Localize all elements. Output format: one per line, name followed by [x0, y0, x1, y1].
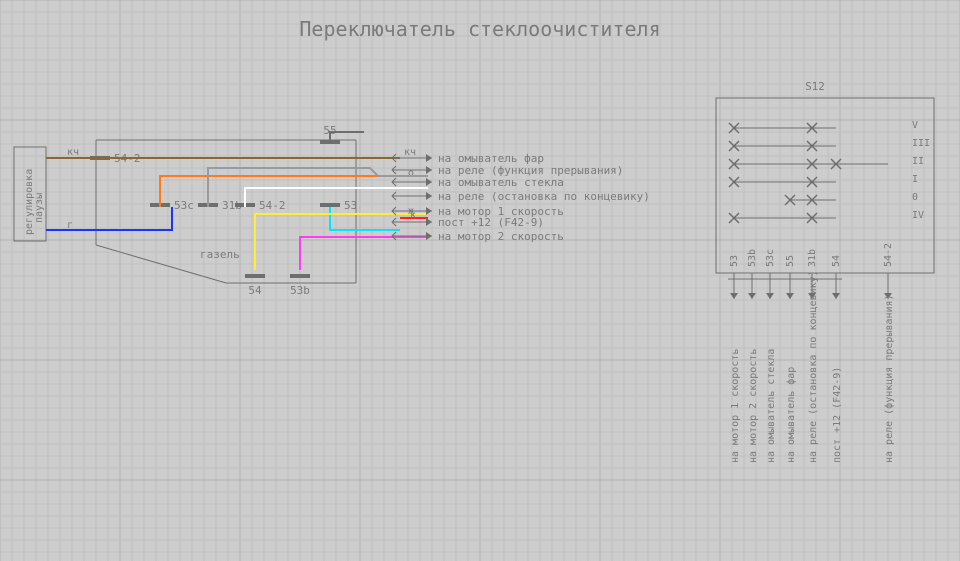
- s12-pin-label: 54: [831, 255, 842, 267]
- s12-pin-label: 53b: [747, 249, 758, 267]
- s12-roman: III: [912, 138, 930, 149]
- wire-tag: кч: [404, 147, 416, 158]
- out-label: на мотор 2 скорость: [438, 230, 564, 243]
- s12-pin-label: 53: [729, 255, 740, 267]
- wire-tag: кч: [67, 147, 79, 158]
- s12-roman: V: [912, 120, 918, 131]
- terminal-53: [320, 203, 340, 207]
- s12-roman: II: [912, 156, 924, 167]
- plug-label: газель: [200, 248, 240, 261]
- terminal-label: 54-2: [259, 199, 286, 212]
- s12-roman: 0: [912, 192, 918, 203]
- s12-pin-label: 54-2: [883, 243, 894, 267]
- out-label: пост +12 (F42-9): [438, 216, 544, 229]
- s12-col-label: на мотор 2 скорость: [748, 349, 759, 463]
- s12-col-label: на реле (функция прерывания): [883, 294, 895, 463]
- s12-col-label: на омыватель стекла: [766, 349, 777, 463]
- s12-title: S12: [805, 80, 825, 93]
- s12-col-label: пост +12 (F42-9): [832, 367, 843, 463]
- terminal-label: 54: [248, 284, 262, 297]
- terminal-label: 53c: [174, 199, 194, 212]
- terminal-label: 53: [344, 199, 357, 212]
- s12-roman: I: [912, 174, 918, 185]
- s12-pin-label: 53c: [765, 249, 776, 267]
- s12-col-label: на реле (остановка по концевику): [808, 270, 819, 463]
- s12-roman: IV: [912, 210, 924, 221]
- s12-pin-label: 31b: [807, 249, 818, 267]
- s12-col-label: на мотор 1 скорость: [730, 349, 741, 463]
- wire-tag: г: [67, 220, 73, 231]
- terminal-55: [320, 140, 340, 144]
- s12-col-label: на омыватель фар: [785, 367, 797, 463]
- page-title: Переключатель стеклоочистителя: [299, 17, 660, 41]
- out-label: на омыватель стекла: [438, 176, 564, 189]
- wire-tag: к: [410, 210, 416, 221]
- terminal-53b: [290, 274, 310, 278]
- regulator-label2: паузы: [34, 193, 45, 223]
- s12-pin-label: 55: [785, 255, 796, 267]
- terminal-54: [245, 274, 265, 278]
- out-label: на реле (остановка по концевику): [438, 190, 650, 203]
- terminal-label: 53b: [290, 284, 310, 297]
